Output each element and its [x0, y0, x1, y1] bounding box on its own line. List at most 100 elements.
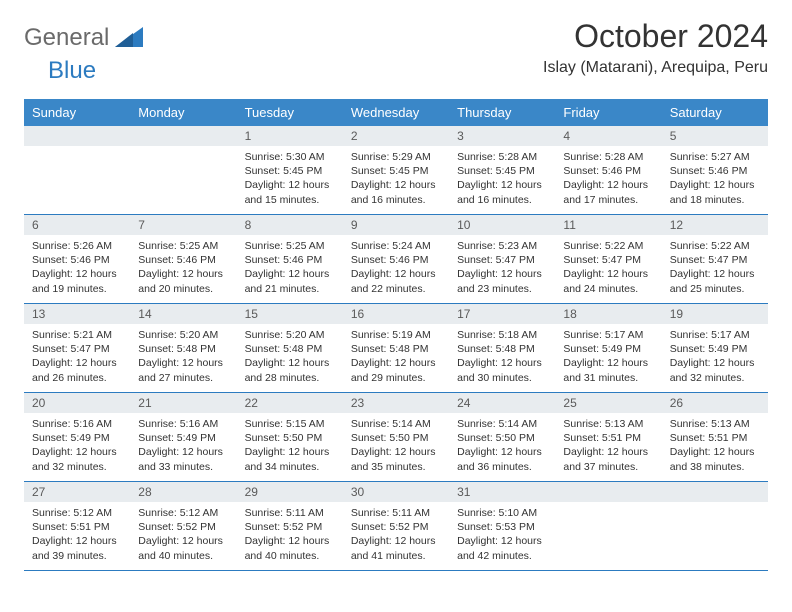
day-line-day1: Daylight: 12 hours	[563, 445, 653, 459]
calendar-cell: 11Sunrise: 5:22 AMSunset: 5:47 PMDayligh…	[555, 215, 661, 304]
day-body: Sunrise: 5:16 AMSunset: 5:49 PMDaylight:…	[130, 413, 236, 480]
title-block: October 2024 Islay (Matarani), Arequipa,…	[543, 18, 768, 77]
day-number: 2	[343, 126, 449, 146]
day-line-day1: Daylight: 12 hours	[457, 178, 547, 192]
day-number: 1	[237, 126, 343, 146]
weekday-header: Thursday	[449, 99, 555, 126]
day-line-sunrise: Sunrise: 5:17 AM	[563, 328, 653, 342]
calendar-cell: 20Sunrise: 5:16 AMSunset: 5:49 PMDayligh…	[24, 393, 130, 482]
day-line-day1: Daylight: 12 hours	[563, 178, 653, 192]
day-line-day2: and 21 minutes.	[245, 282, 335, 296]
day-number: 3	[449, 126, 555, 146]
day-line-day2: and 31 minutes.	[563, 371, 653, 385]
day-number: 30	[343, 482, 449, 502]
day-body	[130, 146, 236, 206]
day-line-sunrise: Sunrise: 5:12 AM	[138, 506, 228, 520]
day-line-day2: and 42 minutes.	[457, 549, 547, 563]
calendar-cell-empty	[130, 126, 236, 215]
day-line-sunset: Sunset: 5:46 PM	[670, 164, 760, 178]
day-line-sunrise: Sunrise: 5:20 AM	[138, 328, 228, 342]
day-line-sunrise: Sunrise: 5:16 AM	[138, 417, 228, 431]
day-line-sunset: Sunset: 5:52 PM	[245, 520, 335, 534]
logo-mark-icon	[115, 25, 143, 52]
day-line-day1: Daylight: 12 hours	[563, 267, 653, 281]
weekday-header: Wednesday	[343, 99, 449, 126]
calendar-cell: 6Sunrise: 5:26 AMSunset: 5:46 PMDaylight…	[24, 215, 130, 304]
day-line-day2: and 29 minutes.	[351, 371, 441, 385]
day-line-sunrise: Sunrise: 5:25 AM	[245, 239, 335, 253]
day-body: Sunrise: 5:22 AMSunset: 5:47 PMDaylight:…	[555, 235, 661, 302]
day-line-day2: and 36 minutes.	[457, 460, 547, 474]
day-body: Sunrise: 5:13 AMSunset: 5:51 PMDaylight:…	[662, 413, 768, 480]
day-line-day2: and 39 minutes.	[32, 549, 122, 563]
calendar-cell: 26Sunrise: 5:13 AMSunset: 5:51 PMDayligh…	[662, 393, 768, 482]
day-line-day2: and 41 minutes.	[351, 549, 441, 563]
calendar-cell: 25Sunrise: 5:13 AMSunset: 5:51 PMDayligh…	[555, 393, 661, 482]
day-number: 16	[343, 304, 449, 324]
day-number	[555, 482, 661, 502]
calendar-cell: 22Sunrise: 5:15 AMSunset: 5:50 PMDayligh…	[237, 393, 343, 482]
day-line-day1: Daylight: 12 hours	[245, 445, 335, 459]
day-body: Sunrise: 5:23 AMSunset: 5:47 PMDaylight:…	[449, 235, 555, 302]
day-line-sunset: Sunset: 5:49 PM	[32, 431, 122, 445]
day-line-sunset: Sunset: 5:51 PM	[670, 431, 760, 445]
day-line-sunset: Sunset: 5:46 PM	[32, 253, 122, 267]
day-line-sunrise: Sunrise: 5:17 AM	[670, 328, 760, 342]
calendar-cell: 4Sunrise: 5:28 AMSunset: 5:46 PMDaylight…	[555, 126, 661, 215]
day-line-sunset: Sunset: 5:46 PM	[138, 253, 228, 267]
calendar-cell: 13Sunrise: 5:21 AMSunset: 5:47 PMDayligh…	[24, 304, 130, 393]
day-body: Sunrise: 5:14 AMSunset: 5:50 PMDaylight:…	[449, 413, 555, 480]
day-line-day1: Daylight: 12 hours	[457, 534, 547, 548]
day-line-day1: Daylight: 12 hours	[245, 178, 335, 192]
day-line-sunrise: Sunrise: 5:25 AM	[138, 239, 228, 253]
day-line-sunset: Sunset: 5:45 PM	[245, 164, 335, 178]
day-line-day2: and 18 minutes.	[670, 193, 760, 207]
calendar-cell: 14Sunrise: 5:20 AMSunset: 5:48 PMDayligh…	[130, 304, 236, 393]
day-line-sunrise: Sunrise: 5:26 AM	[32, 239, 122, 253]
day-line-day1: Daylight: 12 hours	[32, 356, 122, 370]
calendar-cell: 8Sunrise: 5:25 AMSunset: 5:46 PMDaylight…	[237, 215, 343, 304]
day-number: 21	[130, 393, 236, 413]
day-line-sunset: Sunset: 5:51 PM	[563, 431, 653, 445]
day-line-sunrise: Sunrise: 5:29 AM	[351, 150, 441, 164]
calendar-cell: 10Sunrise: 5:23 AMSunset: 5:47 PMDayligh…	[449, 215, 555, 304]
calendar-cell: 27Sunrise: 5:12 AMSunset: 5:51 PMDayligh…	[24, 482, 130, 571]
day-line-sunrise: Sunrise: 5:11 AM	[245, 506, 335, 520]
day-line-sunrise: Sunrise: 5:18 AM	[457, 328, 547, 342]
day-body: Sunrise: 5:15 AMSunset: 5:50 PMDaylight:…	[237, 413, 343, 480]
day-number: 26	[662, 393, 768, 413]
day-number: 5	[662, 126, 768, 146]
day-number: 6	[24, 215, 130, 235]
day-line-sunrise: Sunrise: 5:12 AM	[32, 506, 122, 520]
day-body	[24, 146, 130, 206]
day-line-day2: and 22 minutes.	[351, 282, 441, 296]
day-number: 12	[662, 215, 768, 235]
day-line-day1: Daylight: 12 hours	[245, 534, 335, 548]
day-body: Sunrise: 5:10 AMSunset: 5:53 PMDaylight:…	[449, 502, 555, 569]
page-subtitle: Islay (Matarani), Arequipa, Peru	[543, 59, 768, 77]
day-body: Sunrise: 5:20 AMSunset: 5:48 PMDaylight:…	[130, 324, 236, 391]
day-line-sunrise: Sunrise: 5:13 AM	[670, 417, 760, 431]
calendar-cell: 7Sunrise: 5:25 AMSunset: 5:46 PMDaylight…	[130, 215, 236, 304]
day-line-sunset: Sunset: 5:51 PM	[32, 520, 122, 534]
day-line-sunset: Sunset: 5:48 PM	[351, 342, 441, 356]
day-line-sunset: Sunset: 5:48 PM	[245, 342, 335, 356]
day-number: 25	[555, 393, 661, 413]
day-line-day1: Daylight: 12 hours	[670, 267, 760, 281]
day-number: 29	[237, 482, 343, 502]
day-number: 20	[24, 393, 130, 413]
day-line-day1: Daylight: 12 hours	[245, 267, 335, 281]
day-number: 17	[449, 304, 555, 324]
day-line-day2: and 35 minutes.	[351, 460, 441, 474]
day-body: Sunrise: 5:13 AMSunset: 5:51 PMDaylight:…	[555, 413, 661, 480]
day-line-day1: Daylight: 12 hours	[351, 356, 441, 370]
day-line-sunset: Sunset: 5:47 PM	[670, 253, 760, 267]
day-body: Sunrise: 5:12 AMSunset: 5:52 PMDaylight:…	[130, 502, 236, 569]
day-line-day1: Daylight: 12 hours	[670, 445, 760, 459]
day-body: Sunrise: 5:27 AMSunset: 5:46 PMDaylight:…	[662, 146, 768, 213]
calendar-cell: 5Sunrise: 5:27 AMSunset: 5:46 PMDaylight…	[662, 126, 768, 215]
day-line-sunset: Sunset: 5:48 PM	[138, 342, 228, 356]
day-line-day2: and 30 minutes.	[457, 371, 547, 385]
calendar-row: 1Sunrise: 5:30 AMSunset: 5:45 PMDaylight…	[24, 126, 768, 215]
day-body: Sunrise: 5:12 AMSunset: 5:51 PMDaylight:…	[24, 502, 130, 569]
